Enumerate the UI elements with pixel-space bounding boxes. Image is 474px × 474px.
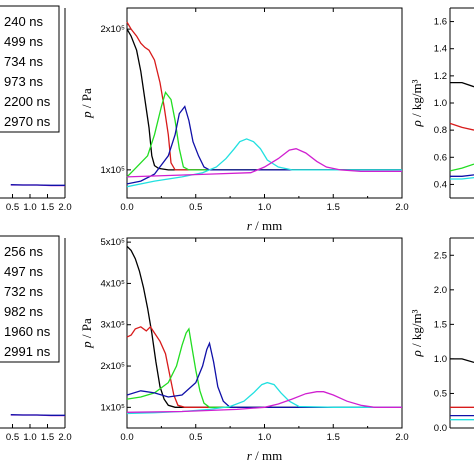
legend-entry: 497 ns (4, 264, 44, 279)
x-tick-label: 1.0 (258, 202, 271, 213)
y-tick-label: 1x10⁵ (100, 402, 125, 413)
y-tick-label: 2.0 (434, 285, 447, 296)
legend-entry: 2991 ns (4, 344, 51, 359)
series-line-blue (450, 174, 474, 177)
legend-entry: 240 ns (4, 14, 44, 29)
x-tick-label: 2.0 (58, 432, 71, 443)
series-line-blue (126, 105, 402, 185)
y-tick-label: 0.6 (434, 152, 447, 163)
series-line-red (449, 122, 474, 131)
x-tick-label: 0.5 (189, 202, 202, 213)
x-axis-label: r / mm (247, 218, 282, 233)
x-tick-label: 1.0 (258, 432, 271, 443)
x-tick-label: 1.5 (327, 202, 340, 213)
series-line-magenta (126, 391, 402, 413)
legend-entry: 973 ns (4, 74, 44, 89)
panel-top-right-partial: 0.4 0.6 0.8 1.0 1.2 1.4 1.6 ρ / kg/m³ (409, 7, 474, 199)
y-axis-label: p / Pa (79, 318, 94, 349)
plot-frame (126, 237, 403, 429)
x-tick-label: 1.0 (23, 202, 36, 213)
y-tick-label: 0.4 (434, 179, 447, 190)
x-tick-label: 0.5 (6, 432, 19, 443)
y-tick-label: 1.0 (434, 98, 447, 109)
x-tick-label: 2.0 (395, 202, 408, 213)
panel-bottom-middle: 0.0 0.5 1.0 1.5 2.0 1x10⁵ 2x10⁵ 3x10⁵ 4x10⁵ 5x10⁵… (79, 237, 409, 463)
series-line-cyan (450, 176, 474, 180)
series-line-black (450, 81, 474, 88)
y-tick-label: 1x10⁵ (100, 165, 125, 176)
y-tick-label: 1.6 (434, 17, 447, 28)
y-tick-label: 4x10⁵ (100, 278, 125, 289)
x-tick-label: 1.5 (41, 432, 54, 443)
y-axis-label: p / Pa (79, 88, 94, 119)
x-tick-label: 1.5 (327, 432, 340, 443)
series-line-green (449, 163, 474, 172)
legend-entry: 734 ns (4, 54, 44, 69)
series-line-magenta (126, 148, 402, 178)
x-tick-label: 0.0 (120, 202, 133, 213)
x-tick-label: 0.5 (189, 432, 202, 443)
legend-entry: 2970 ns (4, 114, 51, 129)
y-tick-label: 1.2 (434, 71, 447, 82)
series-line-cyan (126, 381, 402, 415)
legend-entry: 982 ns (4, 304, 44, 319)
y-tick-label: 0.0 (434, 423, 447, 434)
x-tick-label: 1.0 (23, 432, 36, 443)
y-tick-label: 2x10⁵ (100, 361, 125, 372)
panel-bottom-left-partial: 0.5 1.0 1.5 2.0 256 ns 497 ns 732 ns 982 ns 1960… (0, 235, 72, 443)
legend-entry: 499 ns (4, 34, 44, 49)
y-axis-label: ρ / kg/m³ (409, 309, 424, 357)
series-line-blue (10, 184, 65, 186)
y-tick-label: 1.0 (434, 354, 447, 365)
legend-entry: 1960 ns (4, 324, 51, 339)
legend-entry: 732 ns (4, 284, 44, 299)
y-tick-label: 0.5 (434, 388, 447, 399)
y-tick-label: 1.5 (434, 319, 447, 330)
series-line-black (126, 28, 402, 171)
y-tick-label: 2.5 (434, 250, 447, 261)
y-tick-label: 0.8 (434, 125, 447, 136)
series-line-cyan (126, 138, 402, 188)
legend-box (0, 5, 60, 133)
y-tick-label: 5x10⁵ (100, 237, 125, 248)
legend-box (0, 235, 60, 363)
panel-bottom-right-partial: 0.0 0.5 1.0 1.5 2.0 2.5 ρ / kg/m³ (409, 237, 474, 434)
legend-entry: 256 ns (4, 244, 44, 259)
panel-top-left-partial: 0.5 1.0 1.5 2.0 240 ns 499 ns 734 ns 973 ns 2200… (0, 5, 72, 213)
x-tick-label: 0.0 (120, 432, 133, 443)
series-line-black (450, 358, 474, 364)
y-tick-label: 2x10⁵ (100, 24, 125, 35)
series-line-green (126, 90, 402, 178)
y-tick-label: 1.4 (434, 44, 447, 55)
legend-entry: 2200 ns (4, 94, 51, 109)
series-line-blue (10, 414, 65, 416)
x-tick-label: 2.0 (58, 202, 71, 213)
y-axis-label: ρ / kg/m³ (409, 79, 424, 127)
y-tick-label: 3x10⁵ (100, 320, 125, 331)
x-tick-label: 1.5 (41, 202, 54, 213)
series-line-blue (126, 341, 402, 408)
panel-top-middle: 0.0 0.5 1.0 1.5 2.0 1x10⁵ 2x10⁵ r / mm p / Pa (79, 7, 409, 233)
series-line-red (126, 325, 402, 408)
x-axis-label: r / mm (247, 448, 282, 463)
series-line-green (126, 327, 402, 408)
x-tick-label: 0.5 (6, 202, 19, 213)
x-tick-label: 2.0 (395, 432, 408, 443)
